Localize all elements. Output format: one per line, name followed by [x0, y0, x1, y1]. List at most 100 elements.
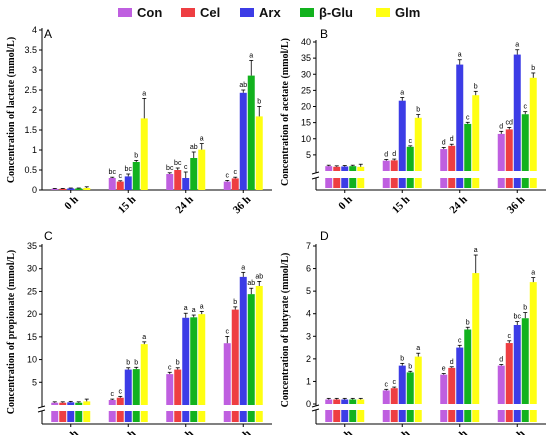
significance-label: cd — [506, 119, 514, 126]
bar — [497, 365, 505, 404]
panel-letter: C — [44, 229, 53, 243]
significance-label: c — [234, 169, 238, 176]
bar-stub — [116, 411, 124, 422]
bar — [464, 329, 472, 404]
significance-label: b — [408, 363, 412, 370]
panel-letter: B — [320, 27, 328, 41]
bar-stub — [390, 410, 398, 422]
significance-label: d — [499, 357, 503, 364]
bar-stub — [529, 410, 537, 422]
bar — [75, 402, 83, 405]
x-tick-label: 36 h — [505, 428, 528, 435]
bar-stub — [357, 410, 365, 422]
bar — [59, 188, 67, 190]
bar-stub — [247, 411, 255, 422]
significance-label: b — [466, 319, 470, 326]
y-axis-title: Concentration of butyrate (mmol/L) — [280, 253, 291, 408]
y-tick-label: 0 — [32, 185, 37, 195]
bar — [440, 149, 448, 171]
bar-stub — [529, 178, 537, 188]
legend-swatch-con — [118, 7, 132, 17]
legend-swatch-arx — [240, 7, 254, 17]
y-tick-label: 30 — [27, 264, 37, 274]
bar — [325, 166, 333, 171]
significance-label: b — [233, 299, 237, 306]
bar — [398, 100, 406, 171]
bar — [472, 273, 480, 404]
bar-stub — [182, 411, 190, 422]
axis-break-mark — [311, 171, 320, 175]
y-tick-label: 35 — [27, 241, 37, 251]
legend-label-con: Con — [137, 4, 163, 20]
significance-label: c — [508, 333, 512, 340]
significance-label: a — [200, 303, 204, 310]
bar — [349, 166, 357, 171]
y-tick-label: 40 — [301, 37, 311, 47]
significance-label: b — [134, 152, 138, 159]
bar-stub — [448, 410, 456, 422]
bar — [529, 77, 537, 171]
significance-label: c — [524, 104, 528, 111]
y-tick-label: 4 — [32, 25, 37, 35]
bar — [382, 390, 390, 404]
bar-stub — [440, 410, 448, 422]
bar-stub — [239, 411, 247, 422]
bar — [448, 145, 456, 171]
bar-stub — [513, 410, 521, 422]
y-tick-label: 0 — [306, 399, 311, 409]
legend: Con Cel Arx β-Glu Glm — [0, 0, 550, 24]
bar-stub — [198, 411, 206, 422]
bar — [333, 166, 341, 171]
bar — [108, 178, 116, 190]
bar-stub — [497, 178, 505, 188]
bar — [521, 114, 529, 171]
bar — [190, 158, 198, 190]
significance-label: c — [458, 337, 462, 344]
y-tick-label: 20 — [27, 309, 37, 319]
y-axis-title: Concentration of propionate (mmol/L) — [6, 250, 17, 415]
bar-stub — [521, 178, 529, 188]
bar-stub — [67, 411, 75, 422]
y-tick-label: 15 — [27, 332, 37, 342]
bar — [513, 325, 521, 404]
significance-label: d — [450, 359, 454, 366]
significance-label: bc — [125, 166, 133, 173]
bar — [75, 188, 83, 190]
bar-stub — [414, 410, 422, 422]
bar-stub — [472, 410, 480, 422]
bar — [166, 174, 174, 190]
significance-label: a — [400, 89, 404, 96]
significance-label: a — [474, 247, 478, 254]
bar — [67, 188, 75, 190]
bar-stub — [406, 410, 414, 422]
y-tick-label: 1 — [306, 376, 311, 386]
bar — [521, 318, 529, 404]
bar — [255, 285, 263, 405]
significance-label: b — [474, 83, 478, 90]
y-tick-label: 10 — [301, 134, 311, 144]
bar — [108, 400, 116, 405]
legend-label-beta-glu: β-Glu — [319, 4, 353, 20]
significance-label: b — [176, 360, 180, 367]
y-tick-label: 15 — [301, 118, 311, 128]
bar — [116, 181, 124, 190]
bar — [223, 181, 231, 190]
axis-break-mark — [311, 404, 320, 408]
y-tick-label: 7 — [306, 241, 311, 251]
significance-label: a — [192, 307, 196, 314]
bar — [349, 399, 357, 404]
significance-label: a — [241, 264, 245, 271]
bar — [182, 178, 190, 190]
bar-stub — [464, 178, 472, 188]
bar — [239, 276, 247, 405]
bar-stub — [382, 410, 390, 422]
bar — [357, 166, 365, 171]
significance-label: b — [134, 359, 138, 366]
y-tick-label: 3 — [306, 331, 311, 341]
significance-label: a — [200, 136, 204, 143]
y-axis-title: Concentration of lactate (mmol/L) — [6, 37, 17, 183]
bar-stub — [333, 178, 341, 188]
significance-label: c — [409, 138, 413, 145]
x-tick-label: 24 h — [173, 194, 196, 217]
bar — [456, 64, 464, 171]
